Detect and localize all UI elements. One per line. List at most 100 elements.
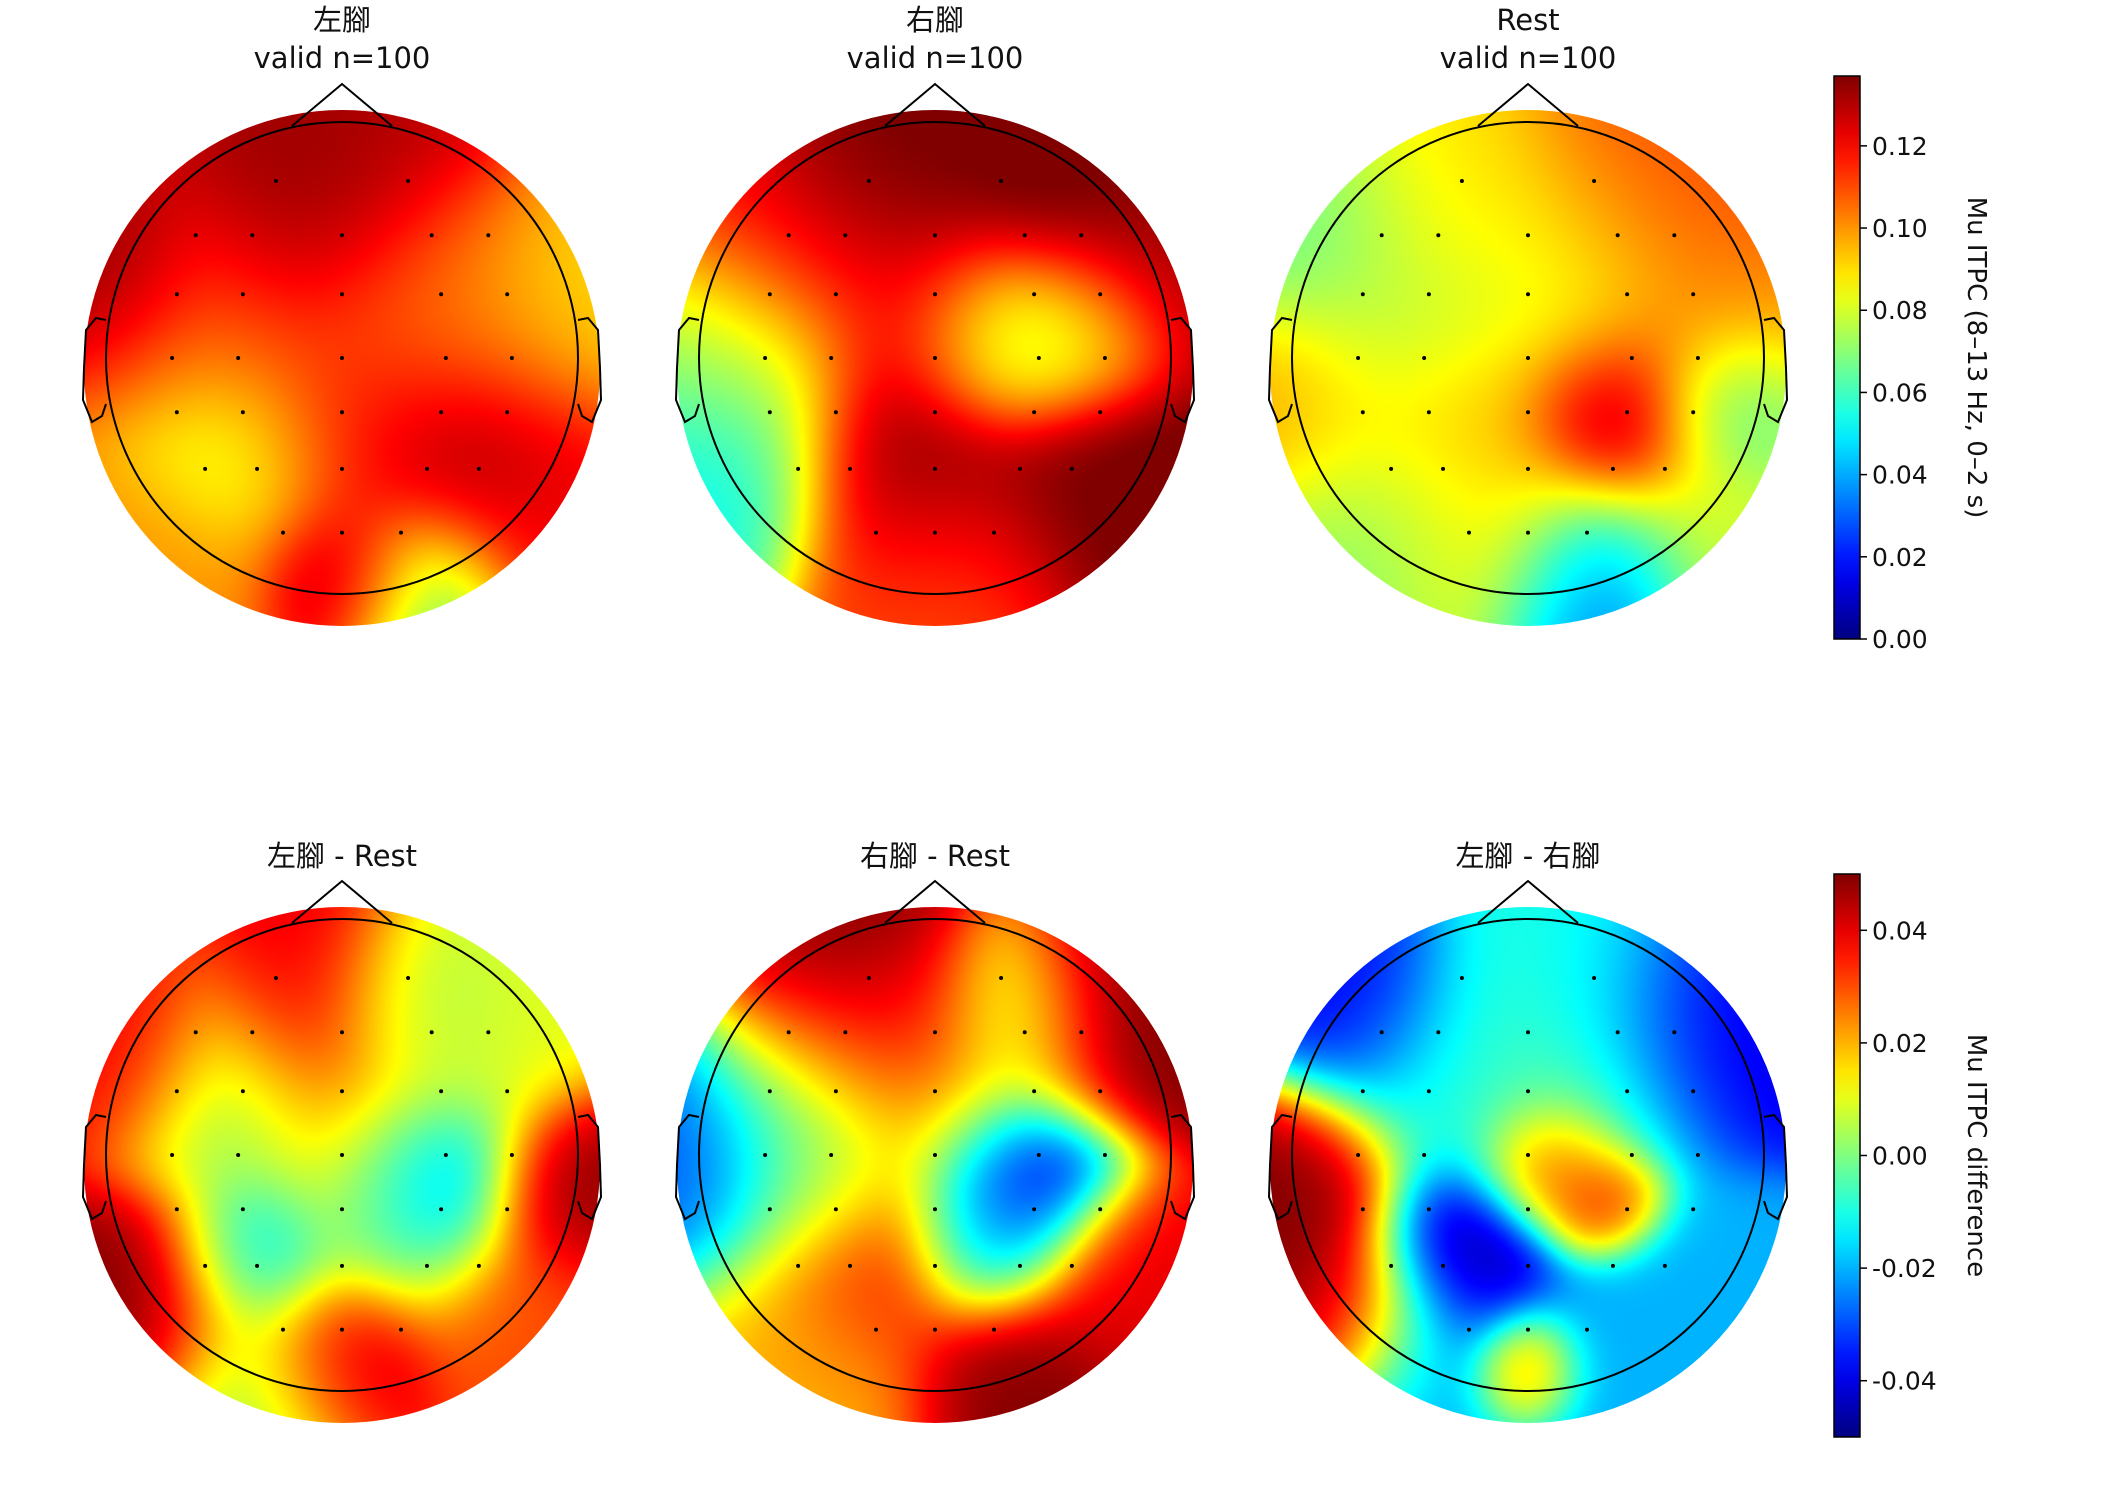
electrode-marker [1441,1263,1446,1268]
left-ear-outline [674,316,700,424]
electrode-marker [1526,356,1530,360]
panel-title: 左腳 - Rest [267,839,417,873]
electrode-marker [1526,1327,1530,1332]
electrode-marker [848,1263,853,1268]
electrode-marker [236,356,241,360]
electrode-marker [1662,466,1667,471]
electrode-marker [170,1153,175,1157]
topomap-panel: 左腳 valid n=100 [81,3,603,626]
colorbars: 0.00 0.02 0.04 0.06 0.08 0.10 0.12 Mu ITPC (8–1… [1833,75,1991,1438]
topomap-panel: 右腳 valid n=100 [674,3,1196,626]
electrode-marker [1526,530,1530,535]
electrode-marker [486,233,491,238]
electrode-marker [1069,466,1074,471]
right-ear-outline [1170,1113,1196,1221]
electrode-marker [1360,410,1365,415]
nose-outline [884,879,986,924]
electrode-marker [1526,466,1530,471]
electrode-marker [281,530,285,535]
colorbar-label: Mu ITPC (8–13 Hz, 0–2 s) [1961,197,1991,519]
electrode-marker [933,466,937,471]
electrode-marker [999,179,1004,183]
electrode-marker [1022,1030,1027,1035]
electrode-marker [203,466,208,471]
colorbar-tick-label: 0.02 [1872,543,1928,572]
electrode-marker [250,1030,255,1035]
electrode-marker [1036,1153,1041,1157]
electrode-marker [1079,1030,1084,1035]
electrode-marker [1672,233,1677,238]
electrode-marker [340,356,344,360]
electrode-marker [1625,1207,1630,1212]
electrode-marker [933,1263,937,1268]
electrode-marker [1526,1030,1530,1035]
head-outline [105,121,579,595]
electrode-marker [340,410,344,415]
electrode-marker [1360,292,1365,297]
electrode-marker [786,1030,791,1035]
electrode-marker [1389,466,1394,471]
electrode-marker [933,1030,937,1035]
electrode-marker [476,466,481,471]
electrode-marker [1098,410,1103,415]
electrode-marker [174,292,179,297]
electrode-marker [255,1263,260,1268]
electrode-marker [796,1263,801,1268]
electrode-marker [866,976,871,980]
panel-title: 左腳 - 右腳 [1456,839,1601,873]
panel-subtitle: valid n=100 [1440,41,1617,75]
electrode-marker [999,976,1004,980]
electrode-marker [406,179,411,183]
colorbar-tick-label: 0.02 [1872,1029,1928,1058]
electrode-marker [439,1089,444,1094]
panel-title: 右腳 [906,3,964,37]
electrode-marker [240,1089,245,1094]
topomap-panel: 左腳 - 右腳 [1267,839,1789,1423]
electrode-marker [1691,410,1696,415]
colorbar-tick-label: 0.04 [1872,916,1928,945]
electrode-marker [1422,356,1427,360]
colorbar-tick-label: 0.00 [1872,625,1928,654]
colorbar-label: Mu ITPC difference [1961,1034,1991,1277]
electrode-marker [1526,1089,1530,1094]
right-ear-outline [1763,1113,1789,1221]
electrode-marker [933,292,937,297]
electrode-marker [1426,1089,1431,1094]
electrode-marker [236,1153,241,1157]
electrode-marker [340,292,344,297]
electrode-marker [1079,233,1084,238]
electrode-marker [1610,1263,1615,1268]
right-ear-outline [577,316,603,424]
electrode-marker [1441,466,1446,471]
electrode-marker [281,1327,285,1332]
electrode-marker [509,1153,514,1157]
electrode-marker [1389,1263,1394,1268]
electrode-marker [933,1153,937,1157]
electrode-marker [1102,356,1107,360]
electrode-marker [250,233,255,238]
electrode-marker [1379,233,1384,238]
head-outline [1291,918,1765,1392]
panel-title: 左腳 [313,3,371,37]
right-ear-outline [1170,316,1196,424]
electrode-marker [1356,356,1361,360]
electrode-marker [866,179,871,183]
electrode-marker [829,356,834,360]
left-ear-outline [81,316,107,424]
head-outline [105,918,579,1392]
electrode-marker [439,1207,444,1212]
electrode-marker [767,1207,772,1212]
electrode-marker [174,1089,179,1094]
panel-title: 右腳 - Rest [860,839,1010,873]
electrode-marker [1526,233,1530,238]
electrode-marker [933,1207,937,1212]
electrode-marker [273,179,278,183]
left-ear-outline [81,1113,107,1221]
electrode-marker [767,292,772,297]
electrode-marker [476,1263,481,1268]
electrode-marker [424,1263,429,1268]
electrode-marker [1459,976,1464,980]
electrode-marker [1022,233,1027,238]
electrode-marker [1036,356,1041,360]
